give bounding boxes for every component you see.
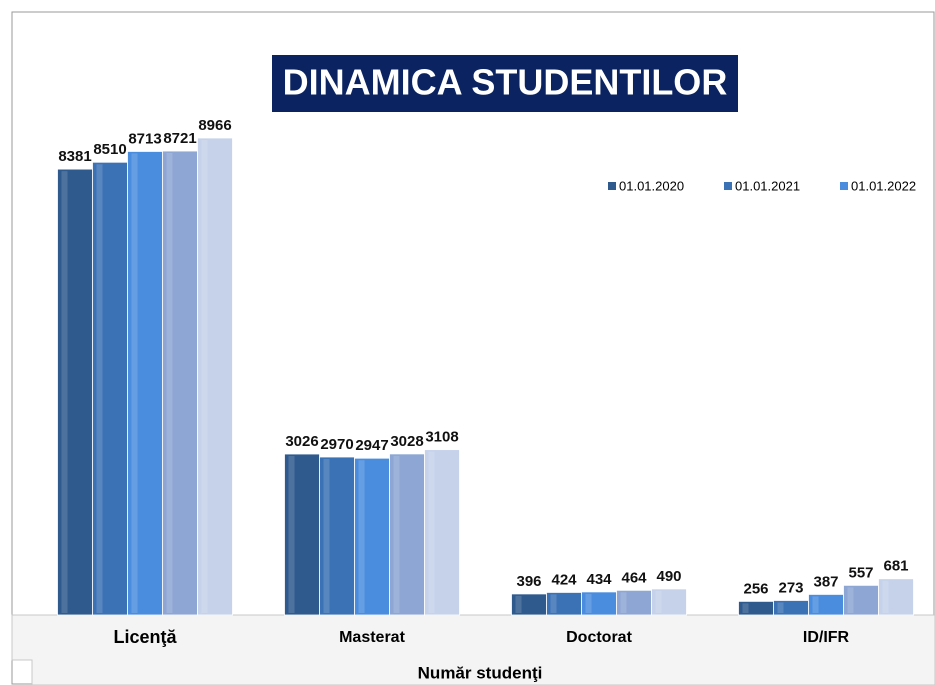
x-axis-title: Număr studenţi	[418, 663, 543, 682]
bar	[424, 449, 460, 616]
bar-highlight	[393, 455, 400, 613]
bar	[284, 453, 320, 616]
bar-highlight	[96, 164, 103, 613]
value-label: 490	[656, 568, 681, 585]
bar-highlight	[131, 153, 138, 614]
bar	[197, 137, 233, 616]
bar	[616, 589, 652, 616]
bar-highlight	[655, 590, 662, 613]
bar-highlight	[288, 456, 295, 613]
legend-swatch	[724, 182, 732, 190]
x-tick-label: Licenţă	[113, 627, 177, 647]
value-label: 387	[813, 573, 838, 590]
legend-swatch	[840, 182, 848, 190]
bar	[162, 150, 198, 616]
x-tick-label: ID/IFR	[803, 629, 850, 646]
bar-highlight	[742, 603, 749, 613]
value-label: 557	[848, 564, 873, 581]
bar-highlight	[550, 594, 557, 613]
x-tick-label: Masterat	[339, 629, 405, 646]
chart-title: DINAMICA STUDENTILOR	[283, 62, 728, 103]
bar	[843, 584, 879, 616]
value-label: 396	[516, 573, 541, 590]
value-label: 434	[586, 571, 612, 588]
bar-highlight	[358, 460, 365, 613]
bar	[354, 457, 390, 616]
value-label: 8713	[128, 130, 161, 147]
value-label: 8721	[163, 130, 196, 147]
bar-highlight	[882, 580, 889, 613]
legend-label: 01.01.2020	[619, 178, 684, 193]
bar-highlight	[777, 602, 784, 613]
value-label: 3108	[425, 429, 458, 446]
value-label: 8381	[58, 148, 91, 165]
bar-highlight	[515, 595, 522, 613]
bar	[651, 588, 687, 616]
value-label: 273	[778, 579, 803, 596]
bar	[878, 578, 914, 616]
bar-highlight	[61, 171, 68, 614]
bar-highlight	[428, 451, 435, 613]
bar-highlight	[323, 458, 330, 613]
legend-label: 01.01.2022	[851, 178, 916, 193]
value-label: 3026	[285, 433, 318, 450]
bar-highlight	[201, 140, 208, 613]
bar	[92, 161, 128, 616]
legend-swatch	[608, 182, 616, 190]
value-label: 8510	[93, 141, 126, 158]
value-label: 2947	[355, 437, 388, 454]
value-label: 256	[743, 580, 768, 597]
bar	[57, 168, 93, 616]
value-label: 8966	[198, 117, 231, 134]
bar-highlight	[812, 596, 819, 613]
value-label: 2970	[320, 436, 353, 453]
x-tick-label: Doctorat	[566, 629, 632, 646]
bar-highlight	[847, 587, 854, 613]
legend-label: 01.01.2021	[735, 178, 800, 193]
floor	[11, 614, 935, 685]
title-box	[272, 55, 738, 112]
value-label: 3028	[390, 433, 423, 450]
bar	[127, 151, 163, 616]
bar-highlight	[620, 592, 627, 613]
value-label: 424	[551, 571, 577, 588]
value-label: 464	[621, 569, 647, 586]
bar-highlight	[585, 593, 592, 613]
value-label: 681	[883, 558, 908, 575]
bar-highlight	[166, 153, 173, 613]
